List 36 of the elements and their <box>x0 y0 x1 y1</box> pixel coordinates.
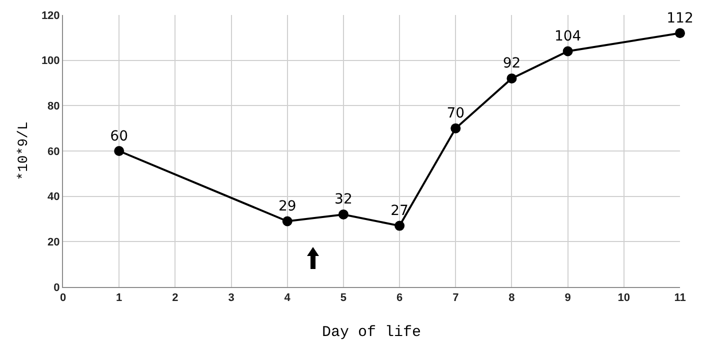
x-tick-label: 1 <box>116 292 122 304</box>
data-label: 112 <box>666 10 694 26</box>
data-label: 32 <box>334 192 352 208</box>
data-label: 27 <box>390 203 408 220</box>
data-label: 104 <box>554 28 582 45</box>
y-tick-label: 0 <box>54 282 60 294</box>
x-tick-label: 6 <box>396 292 403 304</box>
point <box>394 220 405 231</box>
data-label: 92 <box>502 56 521 72</box>
point <box>562 46 573 56</box>
point <box>338 209 348 220</box>
x-tick-label: 7 <box>452 292 459 304</box>
x-tick-label: 11 <box>674 292 686 304</box>
data-label: 60 <box>110 128 128 144</box>
y-tick-label: 100 <box>41 55 60 68</box>
y-tick-label: 120 <box>41 10 60 22</box>
data-label: 70 <box>446 106 465 122</box>
point <box>450 123 461 134</box>
point <box>282 216 292 226</box>
x-tick-label: 8 <box>508 292 515 304</box>
y-tick-label: 20 <box>48 236 60 249</box>
x-axis-title: Day of life <box>322 324 422 342</box>
point <box>114 146 124 156</box>
x-tick-label: 4 <box>284 292 292 304</box>
data-label: 29 <box>278 198 296 215</box>
x-tick-label: 2 <box>172 292 178 304</box>
x-tick-label: 5 <box>340 292 347 304</box>
y-tick-label: 40 <box>48 191 60 204</box>
x-tick-label: 9 <box>564 292 571 304</box>
x-tick-label: 10 <box>618 292 630 304</box>
x-tick-label: 3 <box>228 292 234 304</box>
y-axis-title: *10*9/L <box>16 122 32 180</box>
point <box>506 73 517 84</box>
y-tick-label: 80 <box>48 100 60 113</box>
y-tick-label: 60 <box>48 146 60 158</box>
point <box>675 28 685 38</box>
